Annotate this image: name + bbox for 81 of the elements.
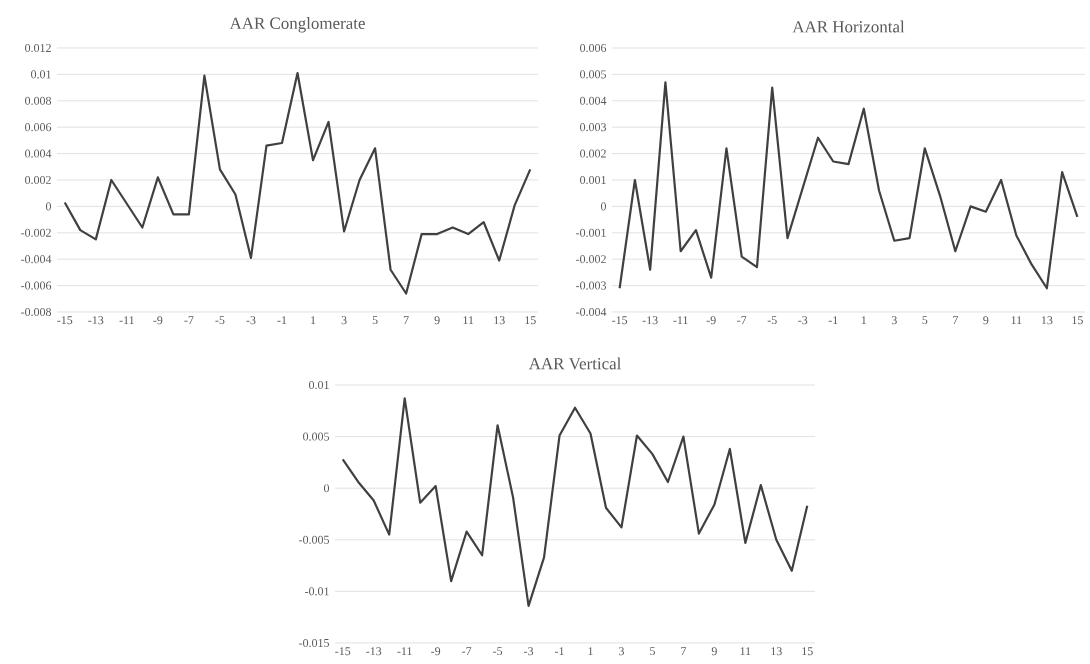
line-series <box>63 71 532 295</box>
x-tick-label: 9 <box>983 316 989 325</box>
y-tick-label: -0.003 <box>576 281 607 290</box>
x-tick-label: 5 <box>372 316 378 325</box>
x-tick-label: -7 <box>184 316 194 325</box>
y-tick-label: 0.004 <box>580 96 607 105</box>
x-tick-label: 11 <box>740 647 751 656</box>
y-tick-label: 0.004 <box>25 149 52 158</box>
x-tick-label: -9 <box>153 316 163 325</box>
y-tick-label: -0.008 <box>21 307 52 317</box>
x-tick-label: 11 <box>463 316 474 325</box>
y-tick-label: -0.005 <box>299 535 330 544</box>
x-tick-label: 13 <box>1041 316 1053 325</box>
x-tick-label: 7 <box>681 647 687 656</box>
x-tick-label: -15 <box>612 316 628 325</box>
x-tick-label: 1 <box>311 316 316 325</box>
x-tick-label: -11 <box>673 316 688 325</box>
y-tick-label: -0.001 <box>576 228 606 237</box>
x-tick-label: -13 <box>366 647 382 656</box>
y-tick-label: -0.015 <box>299 638 330 648</box>
x-tick-label: -13 <box>88 316 104 325</box>
y-tick-label: -0.002 <box>576 255 606 264</box>
x-tick-label: -5 <box>493 647 503 656</box>
y-tick-label: 0.002 <box>25 175 51 185</box>
y-tick-label: 0.005 <box>303 432 330 441</box>
chart-title: AAR Vertical <box>528 357 622 370</box>
x-tick-label: 3 <box>619 647 624 656</box>
x-tick-label: -1 <box>554 647 564 656</box>
y-tick-label: 0 <box>600 202 607 211</box>
x-tick-label: -11 <box>119 316 134 325</box>
y-tick-label: 0.008 <box>25 96 52 105</box>
y-tick-label: 0.005 <box>580 70 607 79</box>
x-tick-label: -15 <box>335 647 351 656</box>
y-tick-label: -0.004 <box>576 307 607 317</box>
x-tick-label: 13 <box>494 316 505 325</box>
x-tick-label: -7 <box>462 647 472 656</box>
y-tick-label: 0.006 <box>580 43 607 53</box>
x-tick-label: 15 <box>1072 316 1083 325</box>
x-tick-label: 5 <box>650 647 655 656</box>
x-tick-label: -11 <box>397 647 412 656</box>
x-tick-label: 3 <box>891 316 897 325</box>
x-tick-label: -1 <box>277 316 287 325</box>
y-tick-label: 0.012 <box>25 43 51 53</box>
y-tick-label: 0.01 <box>31 70 51 79</box>
y-tick-label: -0.01 <box>305 587 329 596</box>
y-tick-label: -0.002 <box>21 228 51 237</box>
x-tick-label: -7 <box>737 316 747 325</box>
x-tick-label: 7 <box>953 316 958 325</box>
x-tick-label: 5 <box>922 316 928 325</box>
y-tick-label: 0.003 <box>580 123 607 132</box>
chart-title: AAR Horizontal <box>792 20 905 33</box>
x-tick-label: -3 <box>246 316 256 325</box>
x-tick-label: 7 <box>403 316 409 325</box>
y-tick-label: 0 <box>323 484 330 493</box>
x-tick-label: 15 <box>802 647 813 656</box>
x-tick-label: -15 <box>57 316 73 325</box>
y-tick-label: 0.006 <box>25 123 52 132</box>
chart-title: AAR Conglomerate <box>229 17 365 33</box>
x-tick-label: 11 <box>1011 316 1022 325</box>
line-series <box>341 397 809 607</box>
x-tick-label: -9 <box>706 316 716 325</box>
y-tick-label: 0.002 <box>580 149 606 158</box>
x-tick-label: -3 <box>798 316 808 325</box>
y-tick-label: -0.006 <box>21 281 52 290</box>
x-tick-label: 9 <box>434 316 440 325</box>
y-tick-label: 0 <box>45 202 52 211</box>
y-tick-label: -0.004 <box>21 255 52 264</box>
y-tick-label: 0.01 <box>309 380 329 390</box>
x-tick-label: -1 <box>828 316 838 325</box>
x-tick-label: -13 <box>642 316 658 325</box>
x-tick-label: 15 <box>525 316 536 325</box>
x-tick-label: -3 <box>524 647 534 656</box>
x-tick-label: 13 <box>771 647 782 656</box>
x-tick-label: 3 <box>341 316 347 325</box>
x-tick-label: 9 <box>711 647 717 656</box>
y-tick-label: 0.001 <box>580 175 606 185</box>
x-tick-label: -5 <box>215 316 225 325</box>
x-tick-label: 1 <box>861 316 867 325</box>
x-tick-label: -9 <box>431 647 441 656</box>
x-tick-label: -5 <box>767 316 777 325</box>
x-tick-label: 1 <box>588 647 593 656</box>
